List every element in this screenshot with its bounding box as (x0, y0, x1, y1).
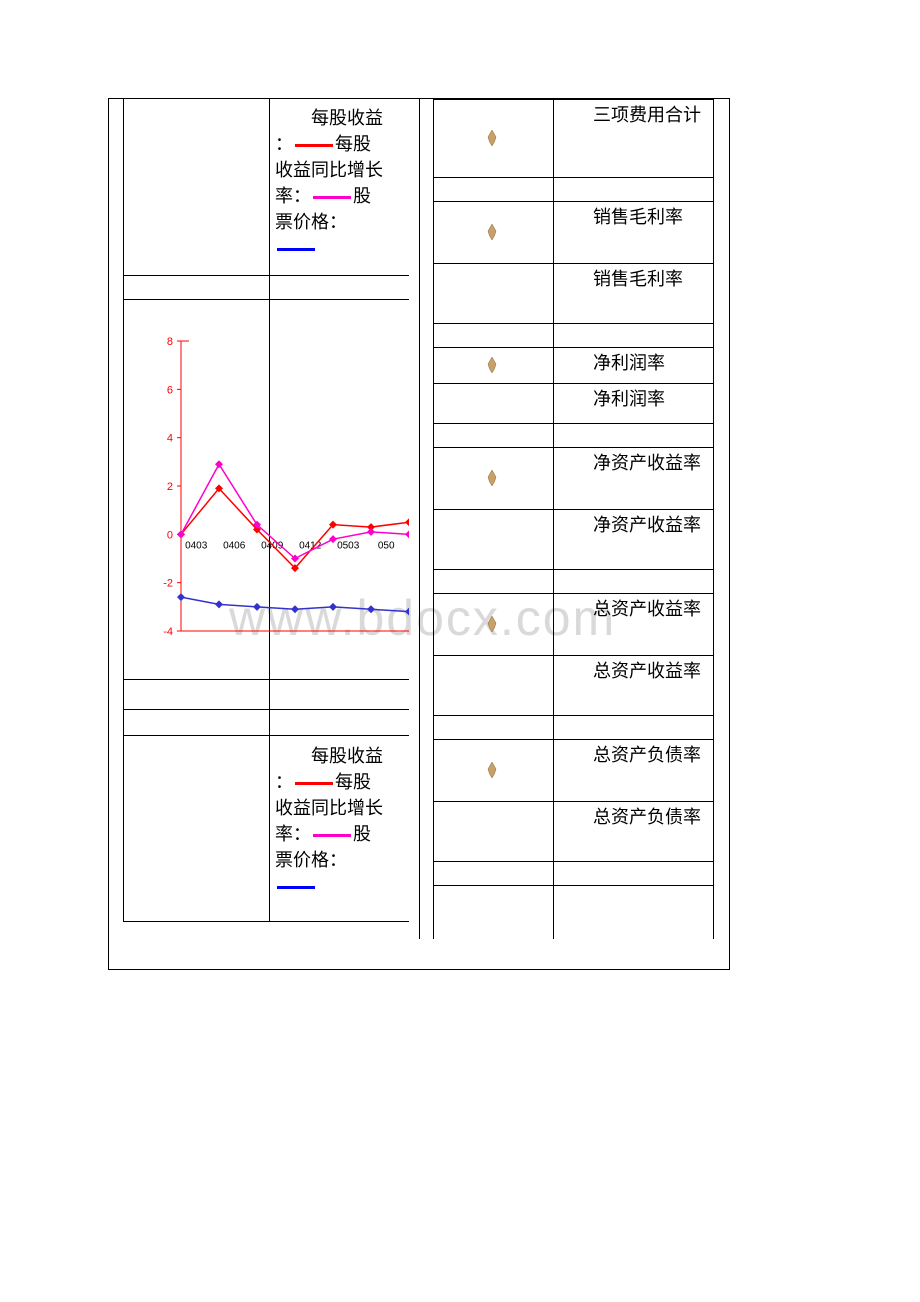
series-growth (181, 464, 409, 558)
y-tick-label: -2 (163, 578, 173, 590)
legend-eps-suffix: 每股 (335, 134, 371, 154)
legend-price-label2: 票价格： (275, 212, 347, 232)
legend2-rate-suffix: 率： (275, 824, 311, 844)
marker-price (215, 600, 223, 608)
marker-price (291, 605, 299, 613)
y-tick-label: 4 (167, 433, 173, 445)
right-row-label: 三项费用合计 (557, 103, 707, 127)
marker-price (329, 603, 337, 611)
right-row-label: 总资产收益率 (557, 659, 707, 683)
right-row-label: 总资产负债率 (557, 743, 707, 767)
legend-rate-suffix: 率： (275, 186, 311, 206)
marker-growth (367, 528, 375, 536)
y-tick-label: 2 (167, 481, 173, 493)
x-tick-label: 050 (378, 540, 395, 551)
legend2-growth-label: 收益同比增长 (275, 798, 383, 818)
right-row-label: 总资产负债率 (557, 805, 707, 829)
legend2-price-line (277, 886, 315, 889)
marker-price (177, 593, 185, 601)
x-tick-label: 0406 (223, 540, 246, 551)
legend2-eps-label: 每股收益 (275, 743, 409, 769)
right-row-label: 销售毛利率 (557, 205, 707, 229)
y-tick-label: 6 (167, 384, 173, 396)
legend-eps-line (295, 144, 333, 147)
legend-growth-line (313, 196, 351, 199)
right-row-label: 净资产收益率 (557, 513, 707, 537)
marker-price (253, 603, 261, 611)
left-column: 每股收益 ：每股 收益同比增长 率：股 票价格： -4-202468 04030… (109, 99, 409, 969)
legend2-price-label: 股 (353, 824, 371, 844)
marker-growth (215, 460, 223, 468)
page-frame: www.bdocx.com 每股收益 ：每股 收益同比增长 率：股 票价格： (108, 98, 730, 970)
x-tick-label: 0503 (337, 540, 360, 551)
right-row-label: 净利润率 (557, 351, 707, 375)
row-marker-icon (485, 760, 499, 780)
row-marker-icon (485, 128, 499, 148)
right-column: 三项费用合计销售毛利率销售毛利率净利润率净利润率净资产收益率净资产收益率总资产收… (419, 99, 719, 969)
legend-price-line (277, 248, 315, 251)
marker-price (405, 608, 409, 616)
marker-eps (405, 518, 409, 526)
line-chart: -4-202468 04030406040904120503050 (133, 331, 409, 661)
legend2-eps-line (295, 782, 333, 785)
legend-top: 每股收益 ：每股 收益同比增长 率：股 票价格： (275, 105, 409, 261)
right-row-label: 净利润率 (557, 387, 707, 411)
legend-price-label: 股 (353, 186, 371, 206)
y-tick-label: -4 (163, 626, 173, 638)
row-marker-icon (485, 468, 499, 488)
legend2-eps-suffix: 每股 (335, 772, 371, 792)
row-marker-icon (485, 222, 499, 242)
marker-growth (405, 530, 409, 538)
right-row-label: 总资产收益率 (557, 597, 707, 621)
row-marker-icon (485, 355, 499, 375)
legend2-price-label2: 票价格： (275, 850, 347, 870)
right-row-label: 销售毛利率 (557, 267, 707, 291)
x-tick-label: 0403 (185, 540, 208, 551)
marker-growth (329, 535, 337, 543)
legend-growth-label: 收益同比增长 (275, 160, 383, 180)
legend-bottom: 每股收益 ：每股 收益同比增长 率：股 票价格： (275, 743, 409, 899)
marker-price (367, 605, 375, 613)
y-tick-label: 0 (167, 529, 173, 541)
y-tick-label: 8 (167, 336, 173, 348)
right-row-label: 净资产收益率 (557, 451, 707, 475)
row-marker-icon (485, 614, 499, 634)
legend-eps-label: 每股收益 (275, 105, 409, 131)
legend2-growth-line (313, 834, 351, 837)
